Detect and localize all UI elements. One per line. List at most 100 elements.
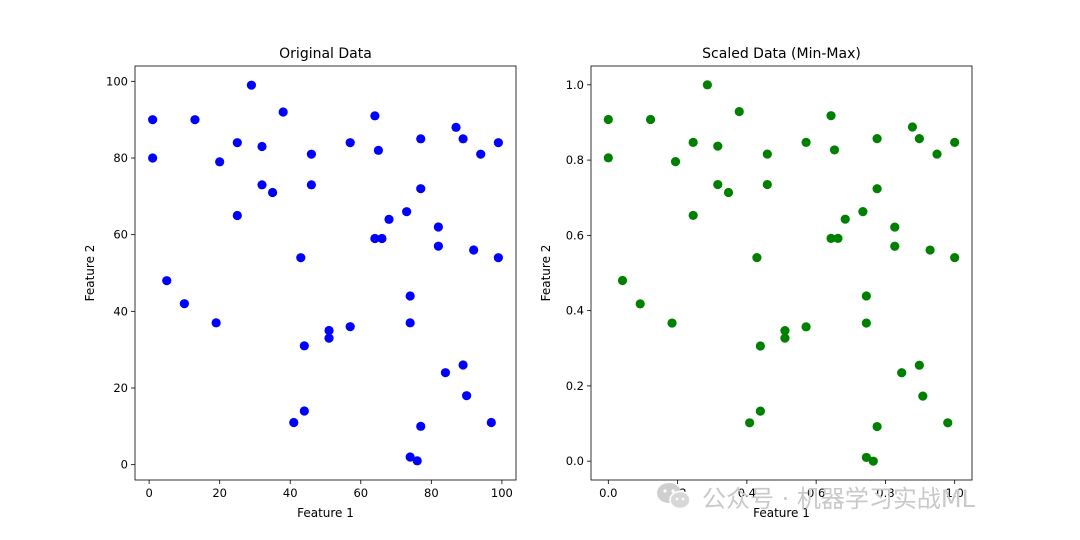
y-axis-label: Feature 2 <box>539 245 553 302</box>
data-point <box>416 184 426 194</box>
data-point <box>493 138 503 148</box>
data-point <box>670 156 681 167</box>
data-point <box>890 222 900 232</box>
data-point <box>833 233 843 243</box>
data-point <box>148 115 158 125</box>
data-point <box>416 421 426 431</box>
data-point <box>405 291 415 301</box>
x-tick-label: 0.0 <box>599 486 617 500</box>
data-point <box>345 138 355 148</box>
data-point <box>377 233 387 244</box>
data-point <box>861 291 871 301</box>
data-point <box>416 134 426 144</box>
y-tick-label: 0.6 <box>566 228 584 242</box>
data-point <box>405 452 415 462</box>
data-point <box>645 114 656 125</box>
data-point <box>476 149 486 159</box>
x-tick-label: 40 <box>283 486 298 500</box>
data-point <box>469 245 479 255</box>
data-point <box>872 184 882 194</box>
data-point <box>370 111 380 121</box>
x-tick-label: 80 <box>424 486 439 500</box>
y-tick-label: 0.4 <box>566 304 584 318</box>
data-point <box>440 368 451 378</box>
data-point <box>780 325 790 336</box>
watermark-text: 公众号 · 机器学习实战ML <box>702 484 975 513</box>
x-tick-label: 1.0 <box>946 486 964 500</box>
data-point <box>458 360 468 370</box>
data-point <box>433 241 443 251</box>
data-point <box>801 137 811 148</box>
data-point <box>211 318 221 328</box>
y-axis-label: Feature 2 <box>83 245 97 302</box>
data-point <box>780 333 790 343</box>
x-tick-label: 0.6 <box>807 486 825 500</box>
x-tick-label: 0.4 <box>738 486 756 500</box>
data-point <box>190 115 200 125</box>
y-tick-label: 40 <box>113 304 128 318</box>
data-point <box>801 322 811 332</box>
data-point <box>688 137 698 148</box>
data-point <box>755 341 765 351</box>
data-point <box>306 180 316 190</box>
x-tick-label: 100 <box>491 486 513 500</box>
data-point <box>734 106 744 117</box>
data-point <box>162 276 172 286</box>
data-point <box>897 368 907 378</box>
wechat-icon <box>654 480 694 512</box>
data-point <box>861 318 871 328</box>
x-tick-label: 20 <box>212 486 227 500</box>
data-point <box>405 318 415 328</box>
data-point <box>299 406 309 416</box>
y-tick-label: 0.0 <box>566 454 584 468</box>
data-point <box>617 275 628 286</box>
data-point <box>412 456 422 466</box>
data-point <box>890 241 900 251</box>
data-point <box>918 391 928 401</box>
data-point <box>493 253 503 263</box>
data-point <box>702 80 712 90</box>
data-point <box>868 456 878 466</box>
data-point <box>345 322 355 332</box>
y-tick-label: 0.8 <box>566 153 584 167</box>
data-point <box>840 214 850 224</box>
chart-title: Scaled Data (Min-Max) <box>702 46 861 62</box>
data-point <box>688 210 698 221</box>
data-point <box>762 149 772 159</box>
data-point <box>458 134 468 144</box>
data-point <box>635 299 645 309</box>
data-point <box>451 122 461 132</box>
data-point <box>925 245 935 255</box>
data-point <box>943 418 953 428</box>
data-point <box>246 80 257 90</box>
data-point <box>872 134 882 144</box>
data-point <box>713 141 723 151</box>
data-point <box>914 134 924 144</box>
x-axis-label: Feature 1 <box>297 506 354 520</box>
data-point <box>713 179 723 190</box>
data-point <box>907 122 918 132</box>
data-point <box>257 180 267 190</box>
data-point <box>932 149 942 159</box>
data-point <box>267 187 278 198</box>
data-point <box>861 452 871 463</box>
data-point <box>950 137 960 148</box>
data-point <box>762 179 772 190</box>
data-point <box>752 252 762 263</box>
data-point <box>299 341 309 351</box>
data-point <box>179 299 189 309</box>
plot-frame <box>134 65 517 481</box>
data-point <box>826 111 836 121</box>
data-point <box>215 157 225 167</box>
y-tick-label: 1.0 <box>566 78 584 92</box>
data-point <box>296 253 306 263</box>
watermark: 公众号 · 机器学习实战ML <box>654 480 975 513</box>
y-tick-label: 20 <box>113 381 128 395</box>
data-point <box>950 252 960 263</box>
y-tick-label: 60 <box>113 228 128 242</box>
data-point <box>384 214 394 224</box>
y-tick-label: 0.2 <box>566 379 584 393</box>
data-point <box>462 391 472 401</box>
data-point <box>603 153 613 163</box>
